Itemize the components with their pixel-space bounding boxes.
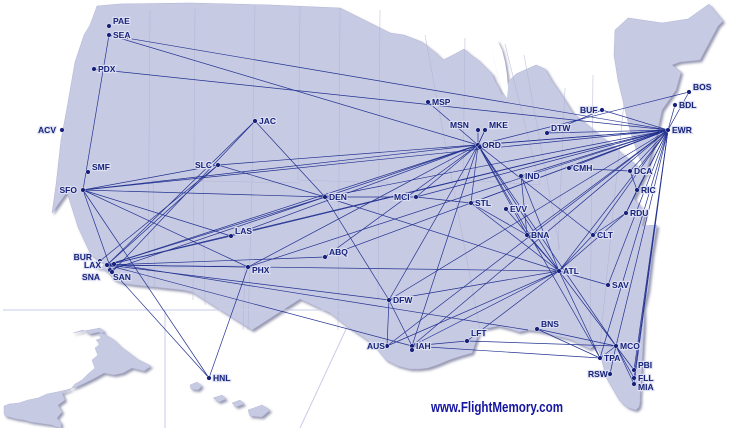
svg-text:BNS: BNS: [541, 319, 559, 329]
svg-text:MCO: MCO: [620, 341, 640, 351]
svg-text:DTW: DTW: [551, 123, 571, 133]
svg-text:IAH: IAH: [416, 341, 431, 351]
svg-text:STL: STL: [475, 198, 491, 208]
svg-text:MSP: MSP: [432, 97, 451, 107]
svg-text:SLC: SLC: [195, 160, 212, 170]
svg-text:ORD: ORD: [482, 140, 501, 150]
svg-text:BOS: BOS: [693, 82, 712, 92]
svg-text:BDL: BDL: [679, 100, 696, 110]
svg-text:EWR: EWR: [672, 125, 692, 135]
svg-text:DEN: DEN: [329, 192, 347, 202]
svg-text:IND: IND: [525, 171, 540, 181]
svg-text:PDX: PDX: [98, 64, 116, 74]
svg-text:MSN: MSN: [450, 120, 469, 130]
svg-text:HNL: HNL: [213, 373, 230, 383]
svg-text:MKE: MKE: [489, 120, 508, 130]
svg-text:SMF: SMF: [92, 162, 110, 172]
svg-text:BNA: BNA: [531, 230, 549, 240]
svg-text:LFT: LFT: [471, 328, 487, 338]
svg-text:RSW: RSW: [588, 369, 609, 379]
svg-text:RDU: RDU: [630, 208, 648, 218]
svg-text:DCA: DCA: [634, 166, 652, 176]
svg-text:SNA: SNA: [82, 272, 100, 282]
svg-text:RIC: RIC: [641, 185, 656, 195]
svg-text:ABQ: ABQ: [329, 247, 348, 257]
svg-text:ATL: ATL: [563, 266, 579, 276]
svg-text:BUF: BUF: [580, 105, 597, 115]
svg-text:LAS: LAS: [235, 226, 252, 236]
svg-text:TPA: TPA: [604, 353, 620, 363]
svg-text:MCI: MCI: [394, 192, 410, 202]
svg-text:DFW: DFW: [393, 295, 413, 305]
svg-text:CMH: CMH: [573, 163, 592, 173]
svg-text:PBI: PBI: [638, 360, 652, 370]
svg-text:PHX: PHX: [252, 265, 270, 275]
svg-text:JAC: JAC: [259, 116, 276, 126]
svg-text:SAN: SAN: [113, 272, 131, 282]
svg-text:CLT: CLT: [597, 230, 614, 240]
svg-text:SFO: SFO: [60, 185, 78, 195]
svg-text:BUR: BUR: [74, 252, 92, 262]
svg-text:www.FlightMemory.com: www.FlightMemory.com: [430, 400, 563, 416]
svg-text:SEA: SEA: [113, 30, 130, 40]
svg-text:MIA: MIA: [638, 382, 654, 392]
svg-text:SAV: SAV: [612, 280, 629, 290]
svg-text:AUS: AUS: [367, 341, 385, 351]
svg-text:PAE: PAE: [113, 16, 130, 26]
svg-text:EVV: EVV: [510, 204, 527, 214]
svg-text:ACV: ACV: [38, 125, 56, 135]
